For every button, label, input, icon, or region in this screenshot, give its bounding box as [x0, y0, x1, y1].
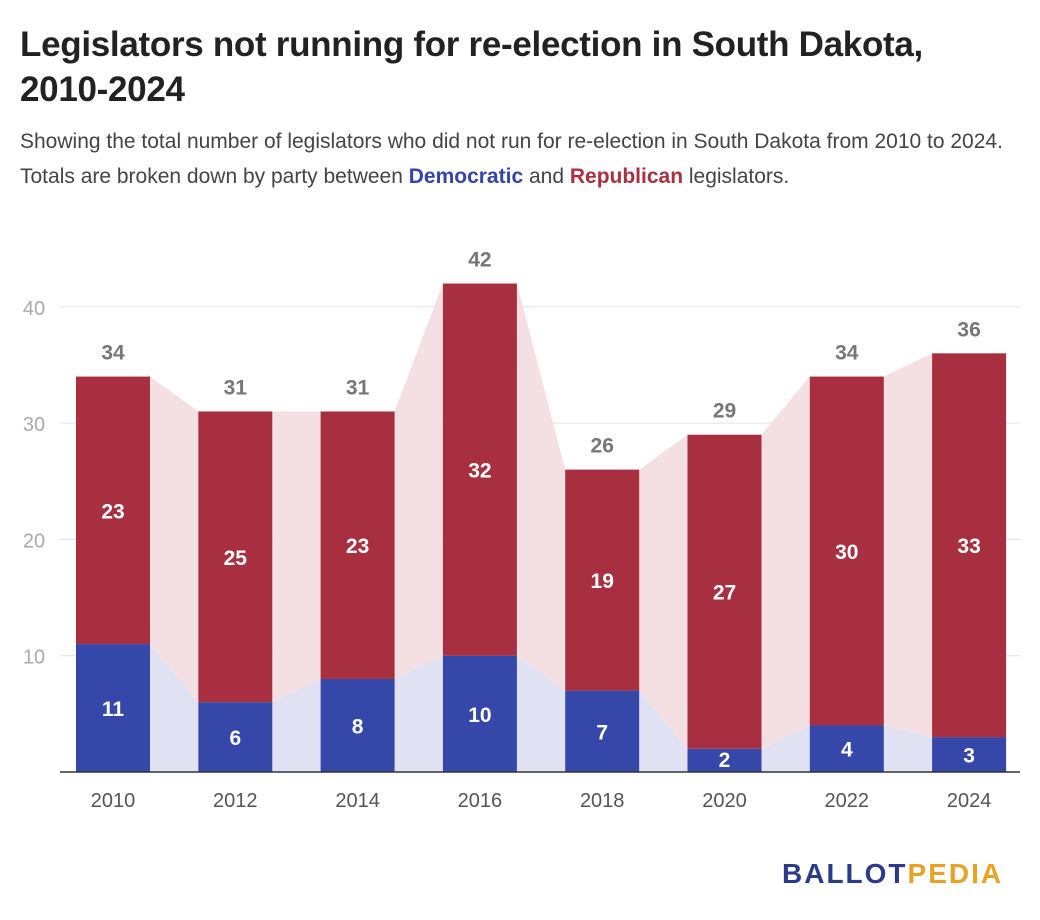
y-tick-label-30: 30 — [23, 414, 45, 436]
democratic-bar — [76, 644, 150, 772]
total-value-label: 34 — [101, 342, 125, 365]
republican-bar — [198, 411, 273, 703]
republican-bar — [809, 376, 884, 726]
republican-value-label: 23 — [101, 500, 124, 523]
stacked-bar-chart: 1020304011233420106253120128233120141032… — [23, 249, 1020, 812]
republican-bar — [442, 283, 517, 656]
republican-connector — [516, 283, 566, 691]
democratic-bar — [442, 655, 517, 772]
democratic-bar — [809, 725, 884, 772]
democratic-value-label: 2 — [719, 749, 731, 772]
x-tick-label-2020: 2020 — [702, 790, 747, 812]
republican-bar — [932, 353, 1007, 738]
republican-value-label: 33 — [957, 535, 980, 558]
logo-part-pedia: PEDIA — [907, 858, 1004, 889]
x-tick-label-2010: 2010 — [91, 790, 136, 812]
republican-connector — [761, 376, 810, 749]
subtitle-text-1: Showing the total number of legislators … — [20, 130, 1003, 188]
total-value-label: 26 — [591, 435, 614, 458]
ballotpedia-logo: BALLOTPEDIA — [782, 858, 1003, 890]
subtitle-text-2: legislators. — [683, 165, 790, 188]
x-tick-label-2022: 2022 — [825, 790, 870, 812]
x-tick-label-2024: 2024 — [947, 790, 992, 812]
republican-bar — [565, 469, 640, 691]
subtitle-and: and — [523, 165, 570, 188]
democratic-bar — [198, 702, 273, 772]
democratic-connector — [150, 644, 199, 772]
republican-value-label: 30 — [835, 541, 858, 564]
republican-value-label: 23 — [346, 535, 369, 558]
total-value-label: 31 — [224, 376, 248, 399]
democratic-connector — [761, 725, 810, 772]
democratic-bar — [320, 678, 395, 772]
democratic-value-label: 11 — [102, 698, 125, 721]
chart-title: Legislators not running for re-election … — [20, 25, 923, 109]
subtitle-democratic: Democratic — [408, 165, 524, 188]
x-tick-label-2014: 2014 — [335, 790, 380, 812]
republican-connector — [150, 376, 199, 703]
democratic-connector — [639, 690, 688, 772]
democratic-value-label: 8 — [352, 715, 364, 738]
total-value-label: 34 — [835, 342, 859, 365]
republican-value-label: 27 — [713, 582, 736, 605]
democratic-value-label: 7 — [596, 721, 608, 744]
subtitle-republican: Republican — [569, 165, 684, 188]
democratic-connector — [272, 678, 321, 772]
total-value-label: 31 — [346, 376, 370, 399]
republican-connector — [883, 353, 933, 738]
republican-value-label: 19 — [591, 570, 614, 593]
y-tick-label-10: 10 — [23, 647, 45, 669]
democratic-bar — [687, 748, 762, 772]
republican-bar — [76, 376, 150, 645]
democratic-value-label: 10 — [468, 704, 491, 727]
republican-connector — [272, 411, 321, 703]
republican-bar — [687, 434, 762, 749]
republican-value-label: 25 — [224, 547, 248, 570]
democratic-bar — [932, 737, 1007, 772]
republican-connector — [639, 434, 688, 749]
x-tick-label-2018: 2018 — [580, 790, 625, 812]
logo-part-ballot: BALLOT — [782, 858, 908, 889]
total-value-label: 42 — [468, 249, 491, 272]
democratic-value-label: 3 — [963, 745, 975, 768]
democratic-connector — [394, 655, 443, 772]
republican-bar — [320, 411, 395, 679]
total-value-label: 29 — [713, 400, 736, 423]
x-tick-label-2012: 2012 — [213, 790, 258, 812]
democratic-bar — [565, 690, 640, 772]
democratic-connector — [516, 655, 566, 772]
chart-subtitle: Showing the total number of legislators … — [20, 124, 1025, 194]
total-value-label: 36 — [957, 318, 980, 341]
y-tick-label-40: 40 — [23, 298, 45, 320]
republican-value-label: 32 — [468, 460, 491, 483]
y-tick-label-20: 20 — [23, 530, 45, 552]
democratic-connector — [883, 725, 933, 772]
democratic-value-label: 6 — [229, 727, 241, 750]
democratic-value-label: 4 — [841, 739, 853, 762]
republican-connector — [394, 283, 443, 679]
x-tick-label-2016: 2016 — [458, 790, 503, 812]
